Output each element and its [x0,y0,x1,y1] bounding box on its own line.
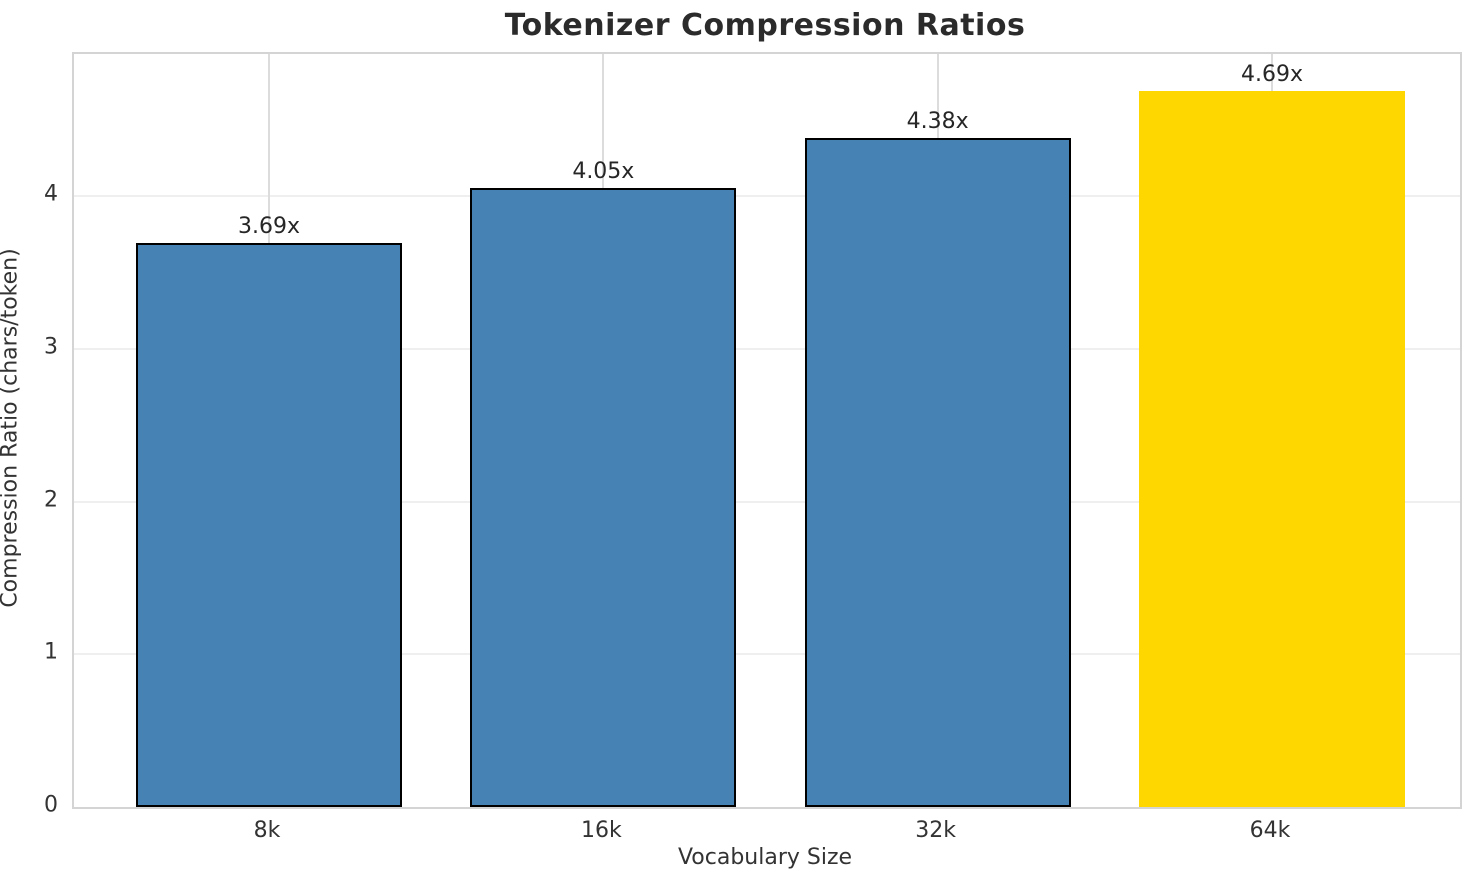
bar-value-label: 4.69x [1240,61,1303,87]
y-tick-label: 4 [44,181,58,207]
gridline-horizontal [74,195,1460,198]
gridline-horizontal [74,500,1460,503]
gridline-horizontal [74,347,1460,350]
bar-value-label: 4.38x [906,109,969,135]
bar-32k [804,138,1071,807]
bar-value-label: 3.69x [237,214,301,240]
bar-value-label: 4.05x [572,159,635,185]
chart-title: Tokenizer Compression Ratios [504,8,1026,43]
x-axis-title: Vocabulary Size [677,845,853,870]
x-tick-label: 16k [580,818,622,843]
y-tick-label: 1 [44,639,58,665]
bar-64k [1138,90,1405,807]
y-tick-label: 3 [44,334,58,360]
y-tick-label: 0 [44,792,58,818]
y-tick-label: 2 [44,487,58,513]
bar-8k [136,243,402,807]
gridline-horizontal [74,653,1460,656]
bar-16k [470,188,737,807]
x-tick-label: 32k [915,818,957,843]
y-axis-title-text: Compression Ratio (chars/token) [0,248,23,608]
x-tick-label: 64k [1249,818,1291,843]
plot-area: 3.69x 4.05x 4.38x 4.69x [72,52,1462,809]
x-tick-label: 8k [253,818,281,843]
